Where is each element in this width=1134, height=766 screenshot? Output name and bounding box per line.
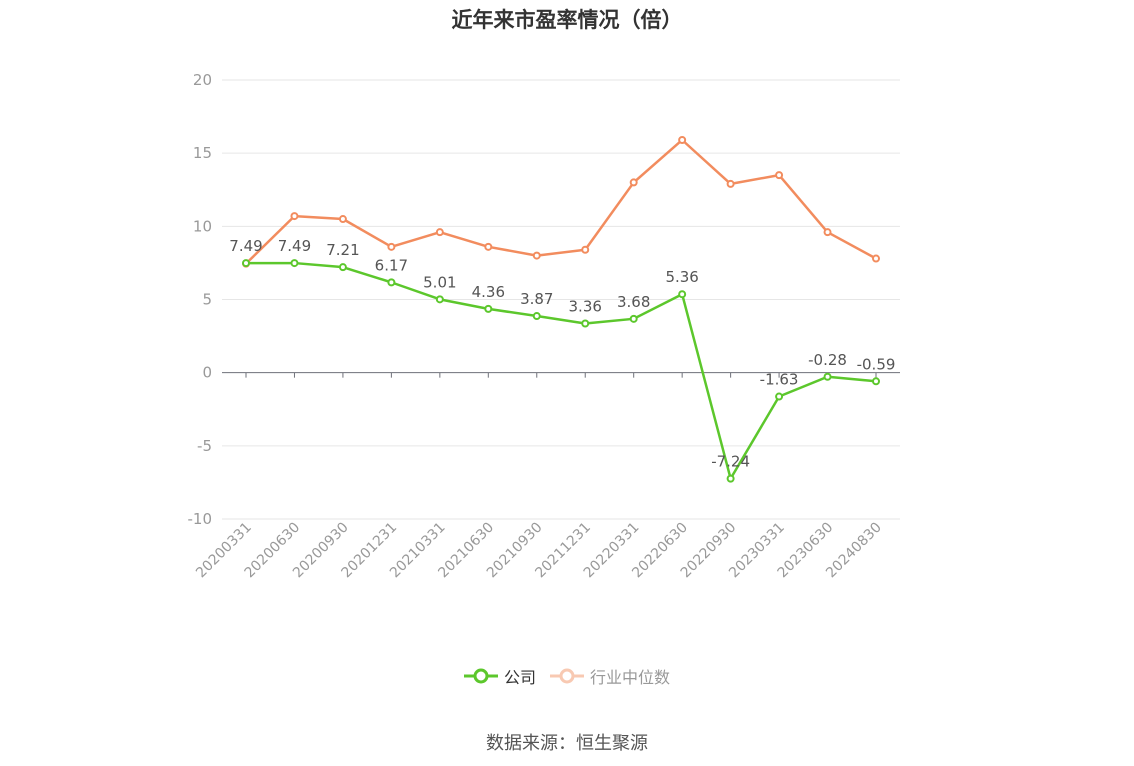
industry-point (290, 212, 299, 221)
y-tick-label: -5 (197, 437, 212, 455)
company-data-label: 7.49 (278, 237, 311, 255)
legend-industry-label: 行业中位数 (590, 668, 671, 687)
industry-series-line (245, 138, 877, 265)
company-data-label: 3.68 (617, 293, 650, 311)
industry-point (532, 251, 541, 260)
industry-point (435, 228, 444, 237)
company-point (242, 259, 250, 268)
legend-item-industry-median[interactable]: 行业中位数 (550, 664, 670, 688)
company-point (484, 304, 493, 313)
company-data-label: 5.01 (423, 273, 456, 291)
company-data-label: -1.63 (760, 371, 799, 389)
company-point (581, 319, 590, 328)
legend-item-company[interactable]: 公司 (463, 664, 536, 688)
industry-point (338, 215, 347, 224)
legend-company-line-icon (463, 668, 498, 684)
industry-point (387, 242, 396, 251)
y-tick-label: 15 (193, 144, 212, 162)
company-data-label: 5.36 (665, 268, 698, 286)
industry-point (823, 228, 832, 237)
company-point (338, 263, 347, 272)
company-point (872, 377, 880, 386)
company-data-label: 3.87 (520, 290, 553, 308)
legend-industry-line-icon (550, 668, 584, 684)
y-tick-label: 0 (202, 364, 212, 382)
source-note: 数据来源：恒生聚源 (486, 733, 648, 754)
company-data-label: 3.36 (569, 297, 602, 315)
company-point (435, 295, 444, 304)
company-point (823, 372, 832, 381)
company-data-label: 7.49 (229, 237, 262, 255)
y-tick-label: 10 (193, 217, 212, 235)
industry-point (726, 179, 735, 188)
company-data-label: -7.24 (711, 453, 750, 471)
legend: 公司 行业中位数 (0, 664, 1134, 688)
y-tick-label: -10 (188, 510, 213, 528)
company-data-label: -0.59 (857, 355, 896, 373)
company-data-label: -0.28 (808, 351, 847, 369)
industry-point (484, 242, 493, 251)
industry-point (678, 135, 687, 144)
company-point (532, 312, 541, 321)
y-tick-label: 20 (193, 71, 212, 89)
industry-point (775, 171, 784, 180)
company-point (290, 259, 299, 268)
industry-point (629, 178, 638, 187)
company-data-label: 7.21 (326, 241, 359, 259)
company-data-label: 4.36 (472, 283, 505, 301)
y-tick-label: 5 (202, 291, 212, 309)
company-series-line (246, 261, 877, 480)
industry-point (581, 245, 590, 254)
company-data-label: 6.17 (375, 256, 408, 274)
company-point (629, 314, 638, 323)
company-point (387, 278, 396, 287)
industry-point (872, 254, 880, 263)
company-point (678, 290, 687, 299)
chart-title: 近年来市盈率情况（倍） (451, 8, 683, 32)
company-point (726, 474, 735, 483)
company-point (775, 392, 784, 401)
legend-company-label: 公司 (503, 668, 536, 687)
